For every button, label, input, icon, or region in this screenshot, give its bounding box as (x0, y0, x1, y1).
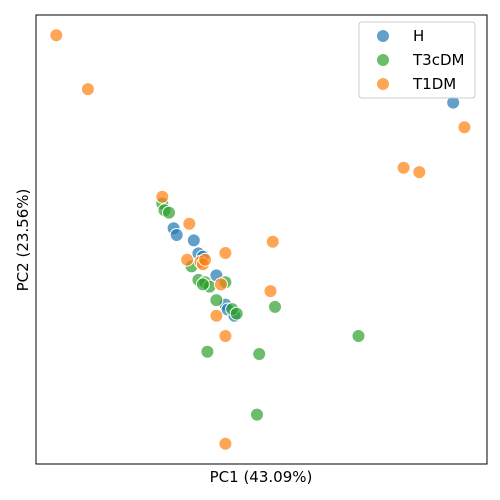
point-h-3 (187, 234, 200, 247)
point-t3cdm-17 (251, 408, 264, 421)
point-t1dm-2 (81, 83, 94, 96)
point-t3cdm-10 (210, 294, 223, 307)
x-axis-label: PC1 (43.09%) (210, 468, 313, 486)
point-t1dm-5 (181, 253, 194, 266)
legend-marker-t1dm (377, 78, 390, 91)
legend-label-t1dm: T1DM (412, 75, 456, 93)
point-t3cdm-14 (352, 330, 365, 343)
point-t1dm-11 (214, 278, 227, 291)
point-t1dm-16 (413, 166, 426, 179)
point-t1dm-10 (266, 235, 279, 248)
point-t1dm-1 (50, 29, 63, 42)
point-t1dm-17 (458, 121, 471, 134)
point-h-2 (170, 229, 183, 242)
legend: H T3cDM T1DM (359, 22, 475, 98)
y-axis-label: PC2 (23.56%) (14, 189, 32, 292)
point-t3cdm-15 (201, 345, 214, 358)
point-t3cdm-3 (163, 206, 176, 219)
legend-label-t3cdm: T3cDM (412, 51, 464, 69)
point-t1dm-8 (199, 253, 212, 266)
point-t1dm-4 (183, 217, 196, 230)
point-t1dm-15 (397, 161, 410, 174)
point-t3cdm-13 (269, 300, 282, 313)
legend-marker-t3cdm (377, 54, 390, 67)
point-t3cdm-8 (196, 278, 209, 291)
point-t3cdm-16 (253, 348, 266, 361)
legend-label-h: H (413, 27, 424, 45)
point-t1dm-13 (264, 285, 277, 298)
point-t1dm-18 (219, 437, 232, 450)
point-t1dm-3 (156, 190, 169, 203)
point-t1dm-12 (210, 309, 223, 322)
point-t1dm-14 (219, 330, 232, 343)
point-t3cdm-12 (230, 307, 243, 320)
point-t1dm-9 (219, 247, 232, 260)
legend-marker-h (377, 30, 390, 43)
